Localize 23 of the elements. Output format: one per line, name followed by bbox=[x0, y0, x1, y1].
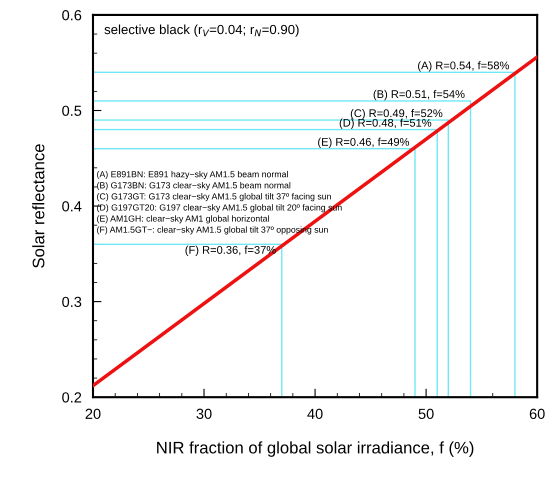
annotation: (B) G173BN: G173 clear−sky AM1.5 beam normal bbox=[97, 182, 290, 190]
annotation: (F) R=0.36, f=37% bbox=[185, 246, 276, 256]
y-tick-label: 0.3 bbox=[62, 296, 82, 308]
annotation: (C) G173GT: G173 clear−sky AM1.5 global tilt 37º facing sun bbox=[97, 193, 331, 202]
annotation: (A) R=0.54, f=58% bbox=[418, 61, 509, 72]
x-tick-label: 40 bbox=[307, 408, 323, 419]
y-tick-label: 0.6 bbox=[62, 10, 82, 20]
y-tick-label: 0.4 bbox=[62, 201, 82, 212]
x-tick-label: 20 bbox=[86, 408, 101, 419]
annotation: (B) R=0.51, f=54% bbox=[374, 90, 465, 100]
y-axis-title: Solar reflectance bbox=[32, 144, 44, 268]
annotation: (A) E891BN: E891 hazy−sky AM1.5 beam normal bbox=[97, 170, 288, 180]
annotation: (C) R=0.49, f=52% bbox=[350, 109, 442, 120]
x-axis-title: NIR fraction of global solar irradiance, f (%) bbox=[157, 441, 474, 457]
annotation: (D) R=0.48, f=51% bbox=[340, 118, 432, 129]
annotation: (E) R=0.46, f=49% bbox=[318, 138, 410, 148]
y-tick-label: 0.5 bbox=[62, 106, 82, 116]
x-tick-label: 30 bbox=[196, 408, 212, 419]
y-tick-label: 0.2 bbox=[62, 392, 82, 403]
x-tick-label: 50 bbox=[418, 408, 434, 419]
annotation: selective black (r$_{V}$=0.04; r$_{N}$=0.90) bbox=[104, 24, 299, 37]
annotation: (E) AM1GH: clear−sky AM1 global horizontal bbox=[97, 215, 269, 224]
x-tick-label: 60 bbox=[530, 408, 545, 419]
